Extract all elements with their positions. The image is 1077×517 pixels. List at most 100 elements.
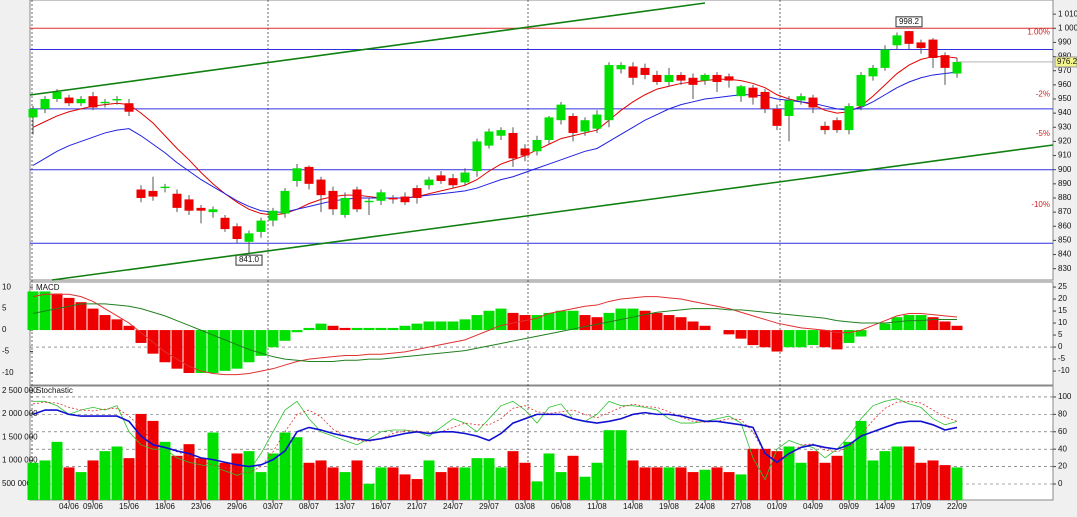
bar <box>951 467 963 500</box>
candle-body <box>172 193 182 208</box>
bar <box>351 460 363 500</box>
bar <box>843 330 855 343</box>
bar <box>783 446 795 500</box>
bar <box>171 330 183 369</box>
bar <box>831 455 843 500</box>
candle-body <box>268 210 278 221</box>
candle-body <box>916 42 926 49</box>
candle-body <box>160 186 170 189</box>
y-tick-label: 0 <box>2 325 7 334</box>
bar <box>807 451 819 500</box>
candle-body <box>388 197 398 200</box>
indicator-line <box>32 293 958 376</box>
candle-body <box>64 97 74 104</box>
candle-body <box>508 132 518 159</box>
bar <box>603 430 615 500</box>
last-price-label: 976.2 <box>1057 57 1077 66</box>
y2-tick-label: -10 <box>1058 366 1070 375</box>
trend-lines <box>29 2 1054 281</box>
x-tick-label: 13/07 <box>335 502 356 511</box>
bar <box>255 472 267 500</box>
candle-body <box>676 74 686 81</box>
y2-tick-label: 60 <box>1058 427 1067 436</box>
candle-body <box>316 179 326 196</box>
candle-body <box>760 91 770 109</box>
bar <box>531 315 543 331</box>
indicator-line <box>32 303 957 362</box>
candle-body <box>52 91 62 99</box>
candle-body <box>628 66 638 78</box>
bar <box>795 330 807 348</box>
candle-body <box>124 103 134 112</box>
bar <box>831 330 843 350</box>
bar <box>231 453 243 500</box>
plot-content: 830 840 850 860 870 880 890 900 910 920 930 940 950 9… <box>2 9 1077 511</box>
bar <box>135 330 147 343</box>
y-tick-label: 1 000 <box>1058 23 1077 32</box>
bar <box>303 327 315 331</box>
bar <box>423 460 435 500</box>
bar <box>135 413 147 500</box>
bar <box>411 323 423 331</box>
bar <box>939 465 951 500</box>
stochastic-title: Stochastic <box>36 386 73 395</box>
bar <box>51 293 63 331</box>
bar <box>555 310 567 331</box>
candle-body <box>424 179 434 186</box>
x-tick-label: 22/09 <box>947 502 968 511</box>
bar <box>339 472 351 500</box>
bar <box>279 432 291 500</box>
candle-body <box>256 220 266 232</box>
x-tick-label: 03/08 <box>515 502 536 511</box>
y2-tick-label: 100 <box>1058 392 1072 401</box>
bar <box>195 458 207 500</box>
bar <box>891 317 903 331</box>
candle-body <box>208 209 218 213</box>
candle-body <box>664 74 674 83</box>
bar <box>399 325 411 331</box>
bar <box>735 474 747 500</box>
bar <box>903 446 915 500</box>
y2-tick-label: -5 <box>1058 354 1066 363</box>
bar <box>591 462 603 500</box>
y-tick-label: 870 <box>1058 207 1072 216</box>
x-tick-label: 09/06 <box>83 502 104 511</box>
y2-tick-label: 80 <box>1058 409 1067 418</box>
bar <box>267 453 279 500</box>
bar <box>27 291 39 331</box>
y-tick-label: 900 <box>1058 165 1072 174</box>
x-tick-label: 24/07 <box>443 502 464 511</box>
x-tick-label: 14/08 <box>623 502 644 511</box>
x-tick-label: 08/07 <box>299 502 320 511</box>
y-tick-label: 890 <box>1058 179 1072 188</box>
x-tick-label: 06/08 <box>551 502 572 511</box>
bar <box>27 462 39 500</box>
bar <box>243 451 255 500</box>
candle-body <box>412 188 422 198</box>
candle-body <box>352 189 362 210</box>
candle-body <box>340 197 350 215</box>
candle-body <box>220 217 230 230</box>
x-tick-label: 29/07 <box>479 502 500 511</box>
candle-body <box>868 67 878 77</box>
candle-body <box>40 98 50 109</box>
percent-annotation: -5% <box>1036 129 1050 138</box>
candle-body <box>880 49 890 68</box>
y2-tick-label: 20 <box>1058 294 1067 303</box>
y-tick-label: 970 <box>1058 66 1072 75</box>
y-tick-label: 830 <box>1058 264 1072 273</box>
y-tick-label: 920 <box>1058 137 1072 146</box>
y-tick-label: 1 010 <box>1058 9 1077 18</box>
bar <box>39 460 51 500</box>
bar <box>855 420 867 500</box>
bar <box>747 330 759 346</box>
bar <box>699 325 711 331</box>
bar <box>531 481 543 500</box>
trend-line <box>51 144 1054 281</box>
bar <box>699 469 711 500</box>
candle-body <box>76 98 86 104</box>
y-tick-label: 840 <box>1058 250 1072 259</box>
bar <box>303 462 315 500</box>
bar <box>315 460 327 500</box>
bar <box>759 448 771 500</box>
